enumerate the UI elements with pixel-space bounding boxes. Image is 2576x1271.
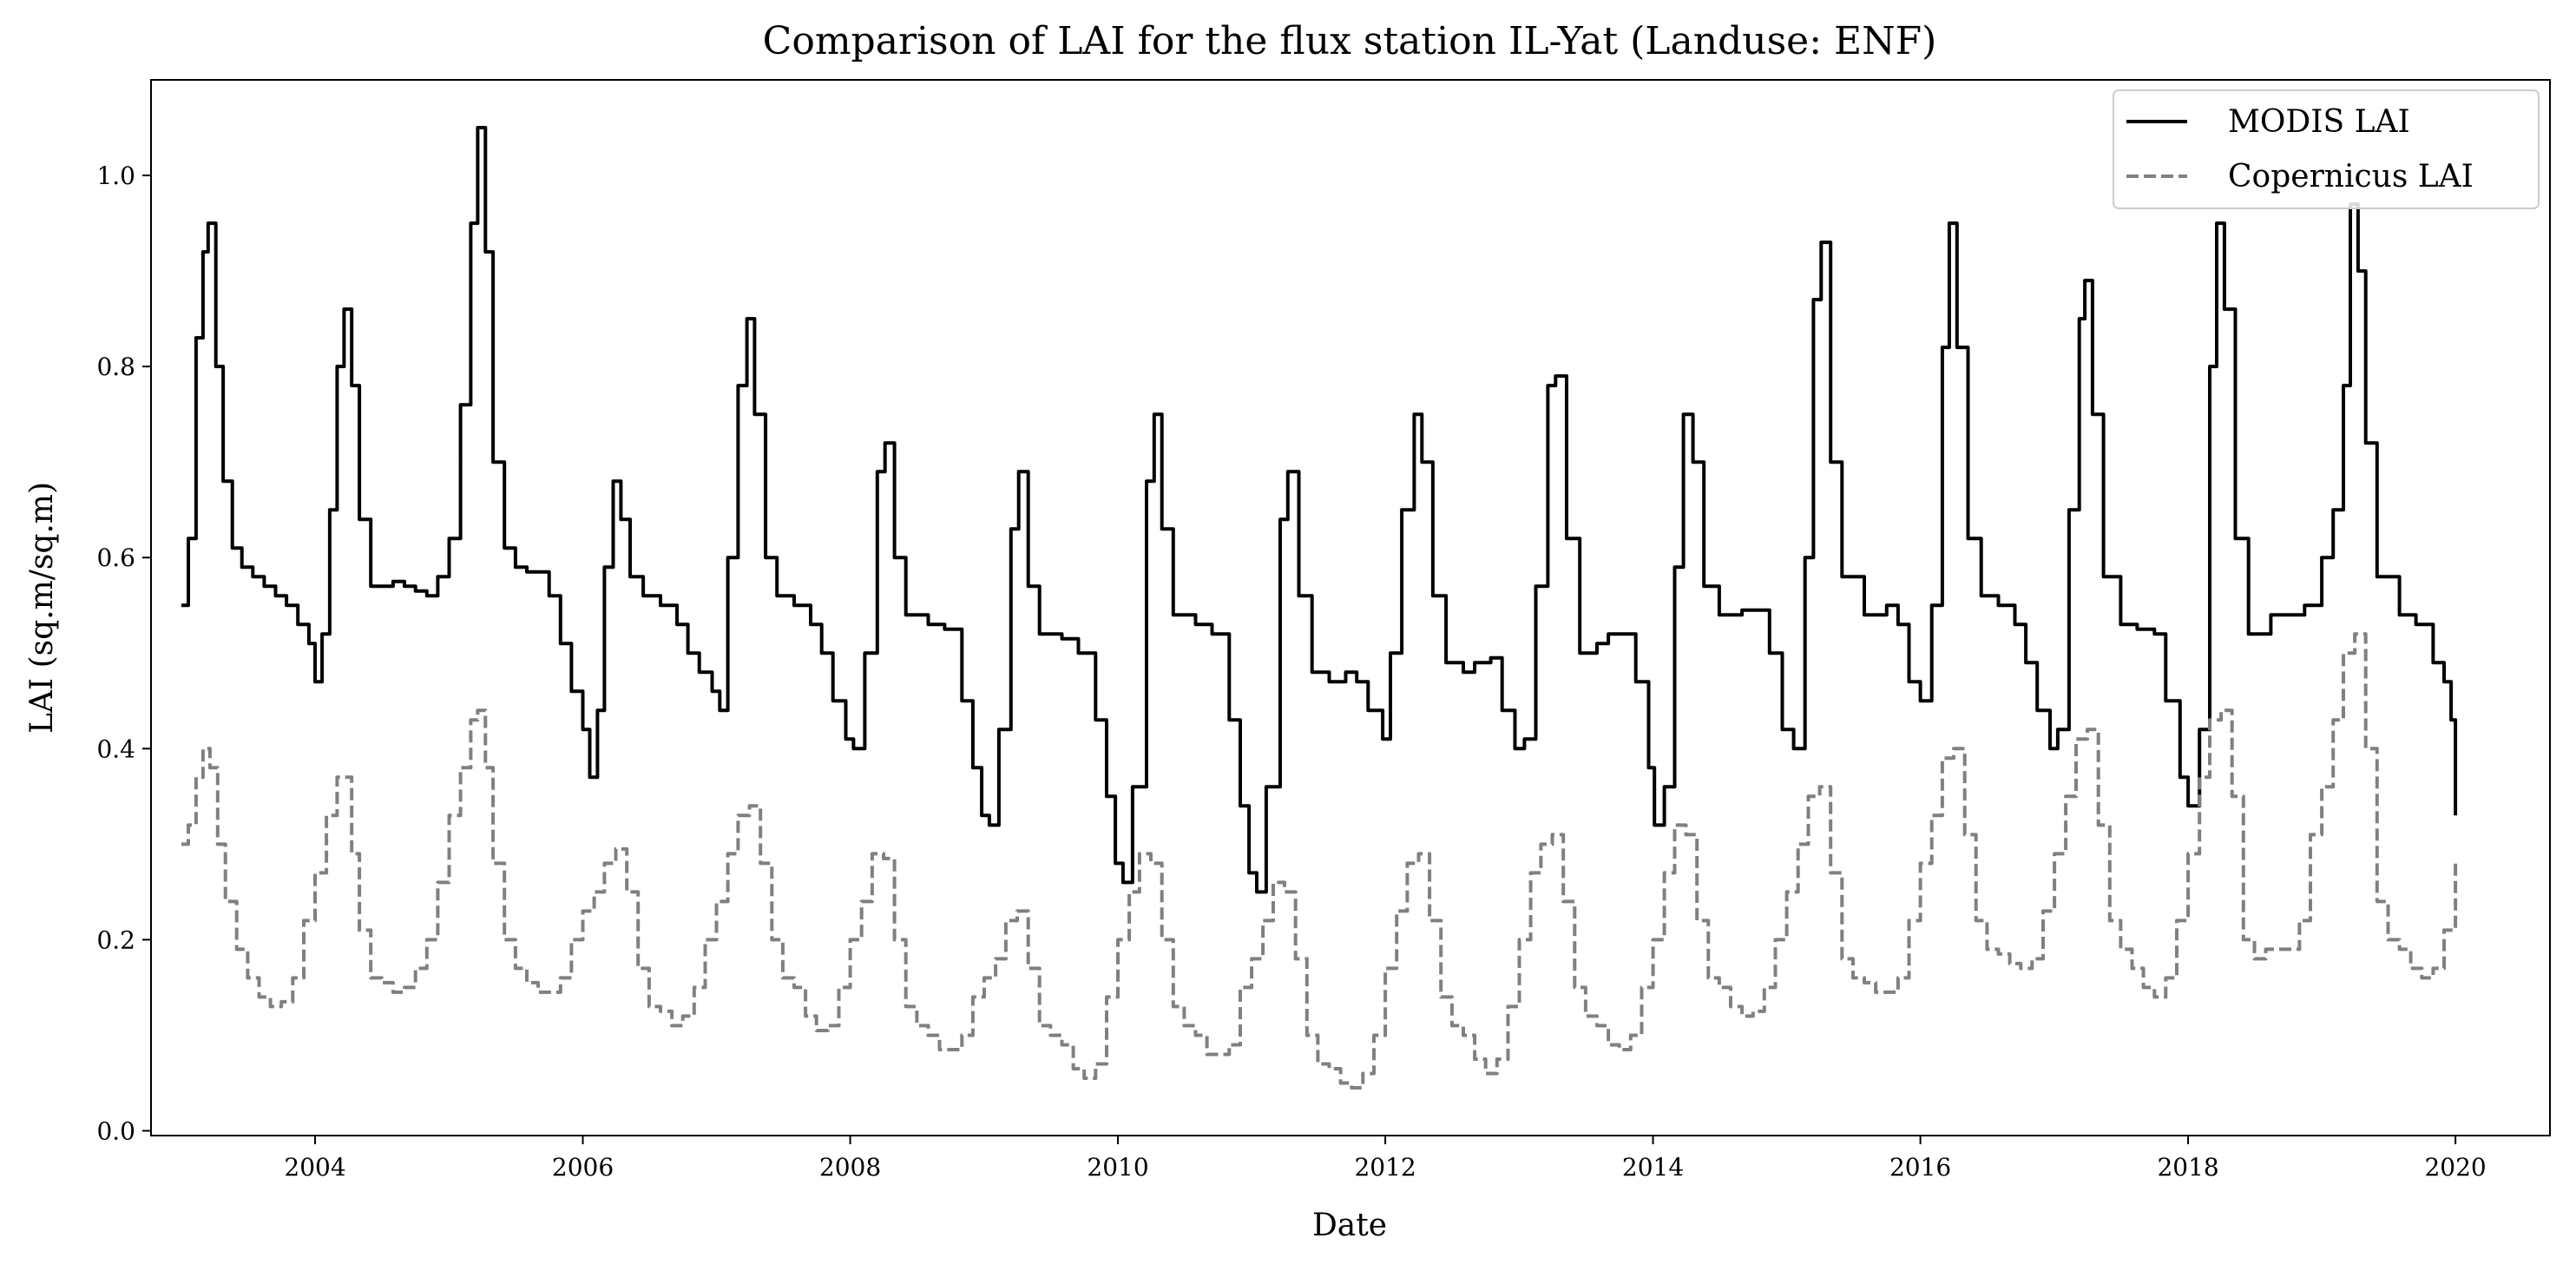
x-tick-label: 2020 <box>2424 1153 2486 1182</box>
x-tick-label: 2016 <box>1889 1153 1951 1182</box>
legend-frame <box>2113 89 2540 209</box>
legend-copernicus-label: Copernicus LAI <box>2228 159 2474 194</box>
series-copernicus-lai-line <box>181 632 2458 1090</box>
x-tick-label: 2014 <box>1622 1153 1684 1182</box>
x-tick-label: 2006 <box>552 1153 614 1182</box>
x-axis-ticks: 2004 2006 2008 2010 2012 2014 2016 2018 2020 <box>284 1136 2487 1182</box>
y-tick-label: 1.0 <box>96 161 135 190</box>
y-tick-label: 0.8 <box>96 352 135 381</box>
x-tick-label: 2008 <box>819 1153 881 1182</box>
x-tick-label: 2012 <box>1354 1153 1416 1182</box>
y-tick-label: 0.4 <box>96 734 135 763</box>
plot-lines <box>181 126 2458 1090</box>
legend: MODIS LAI Copernicus LAI <box>2113 89 2540 209</box>
x-tick-label: 2004 <box>284 1153 345 1182</box>
y-axis-label: LAI (sq.m/sq.m) <box>24 482 60 734</box>
y-tick-label: 0.6 <box>96 543 135 572</box>
chart-title: Comparison of LAI for the flux station I… <box>763 19 1937 63</box>
legend-modis-label: MODIS LAI <box>2228 104 2410 140</box>
y-axis-ticks: 0.0 0.2 0.4 0.6 0.8 1.0 <box>96 161 151 1145</box>
y-tick-label: 0.0 <box>96 1116 135 1145</box>
series-modis-lai-line <box>181 126 2458 894</box>
x-tick-label: 2018 <box>2157 1153 2218 1182</box>
plot-frame <box>150 79 2551 1136</box>
x-axis-label: Date <box>1312 1208 1387 1243</box>
x-tick-label: 2010 <box>1087 1153 1148 1182</box>
y-tick-label: 0.2 <box>96 925 135 954</box>
